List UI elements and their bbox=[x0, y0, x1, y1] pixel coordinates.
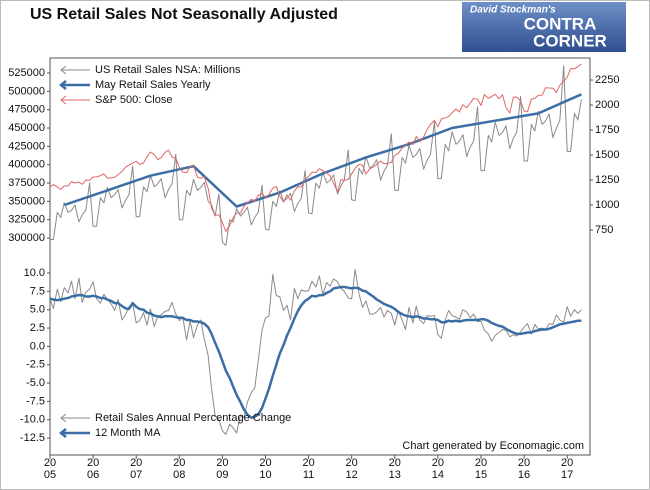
series-line bbox=[63, 93, 582, 208]
y-tick-label: 7.5 bbox=[30, 285, 45, 297]
y-tick-label: 425000 bbox=[8, 140, 45, 152]
x-tick-label: 2015 bbox=[474, 457, 488, 481]
series-group bbox=[50, 63, 582, 246]
legend-arrow bbox=[60, 95, 67, 105]
y-tick-label: 350000 bbox=[8, 195, 45, 207]
logo-line: CONTRA bbox=[524, 14, 597, 33]
legend-arrow bbox=[58, 80, 67, 90]
x-tick-label: 2012 bbox=[345, 457, 358, 481]
y2-tick-label: 2250 bbox=[595, 74, 619, 86]
y-tick-label: 2.5 bbox=[30, 322, 45, 334]
y-tick-label: 10.0 bbox=[24, 267, 45, 279]
x-tick-label: 2005 bbox=[43, 457, 57, 481]
logo-line: David Stockman's bbox=[470, 5, 556, 16]
y-tick-label: 300000 bbox=[8, 232, 45, 244]
legend-label: US Retail Sales NSA: Millions bbox=[95, 64, 241, 76]
x-tick-label: 2008 bbox=[173, 457, 186, 481]
plot-frame bbox=[49, 57, 591, 456]
legend-label: May Retail Sales Yearly bbox=[95, 79, 211, 91]
series-line bbox=[50, 285, 582, 419]
y-tick-label: 375000 bbox=[8, 177, 45, 189]
y2-tick-label: 1750 bbox=[595, 124, 619, 136]
x-tick-label: 2011 bbox=[302, 457, 315, 481]
series-group bbox=[50, 268, 582, 435]
logo-background bbox=[462, 2, 626, 52]
y-tick-label: -10.0 bbox=[20, 414, 45, 426]
chart-title: US Retail Sales Not Seasonally Adjusted bbox=[30, 6, 338, 23]
y-tick-label: 500000 bbox=[8, 85, 45, 97]
logo-line: CORNER bbox=[533, 31, 607, 50]
y2-tick-label: 1000 bbox=[595, 199, 619, 211]
logo: David Stockman's CONTRA CORNER bbox=[462, 2, 626, 52]
y-tick-label: -5.0 bbox=[26, 377, 45, 389]
y-tick-label: 525000 bbox=[8, 67, 45, 79]
y-tick-label: 5.0 bbox=[30, 304, 45, 316]
y2-tick-label: 750 bbox=[595, 224, 613, 236]
y2-tick-label: 1500 bbox=[595, 149, 619, 161]
y2-tick-label: 2000 bbox=[595, 99, 619, 111]
x-tick-label: 2014 bbox=[431, 457, 444, 481]
y-tick-label: 450000 bbox=[8, 122, 45, 134]
x-tick-label: 2017 bbox=[561, 457, 574, 481]
legend-arrow bbox=[60, 65, 67, 75]
legend-label: S&P 500: Close bbox=[95, 94, 172, 106]
y-tick-label: 325000 bbox=[8, 214, 45, 226]
x-tick-label: 2013 bbox=[388, 457, 401, 481]
legend-arrow bbox=[60, 413, 67, 423]
y-tick-label: -2.5 bbox=[26, 359, 45, 371]
y-tick-label: -12.5 bbox=[20, 432, 45, 444]
y-tick-label: 475000 bbox=[8, 104, 45, 116]
y-tick-label: -7.5 bbox=[26, 395, 45, 407]
x-tick-label: 2007 bbox=[130, 457, 143, 481]
series-line bbox=[50, 65, 582, 246]
legend-arrow bbox=[58, 428, 67, 438]
x-tick-label: 2016 bbox=[517, 457, 531, 481]
x-tick-label: 2006 bbox=[86, 457, 100, 481]
series-line bbox=[50, 63, 582, 232]
x-tick-label: 2009 bbox=[216, 457, 229, 481]
y2-tick-label: 1250 bbox=[595, 174, 619, 186]
y-tick-label: 0.0 bbox=[30, 340, 45, 352]
series-line bbox=[50, 268, 582, 435]
x-tick-label: 2010 bbox=[259, 457, 272, 481]
legend-label: 12 Month MA bbox=[95, 427, 161, 439]
chart-note: Chart generated by Economagic.com bbox=[402, 440, 584, 452]
y-tick-label: 400000 bbox=[8, 159, 45, 171]
legend-label: Retail Sales Annual Percentage Change bbox=[95, 412, 291, 424]
